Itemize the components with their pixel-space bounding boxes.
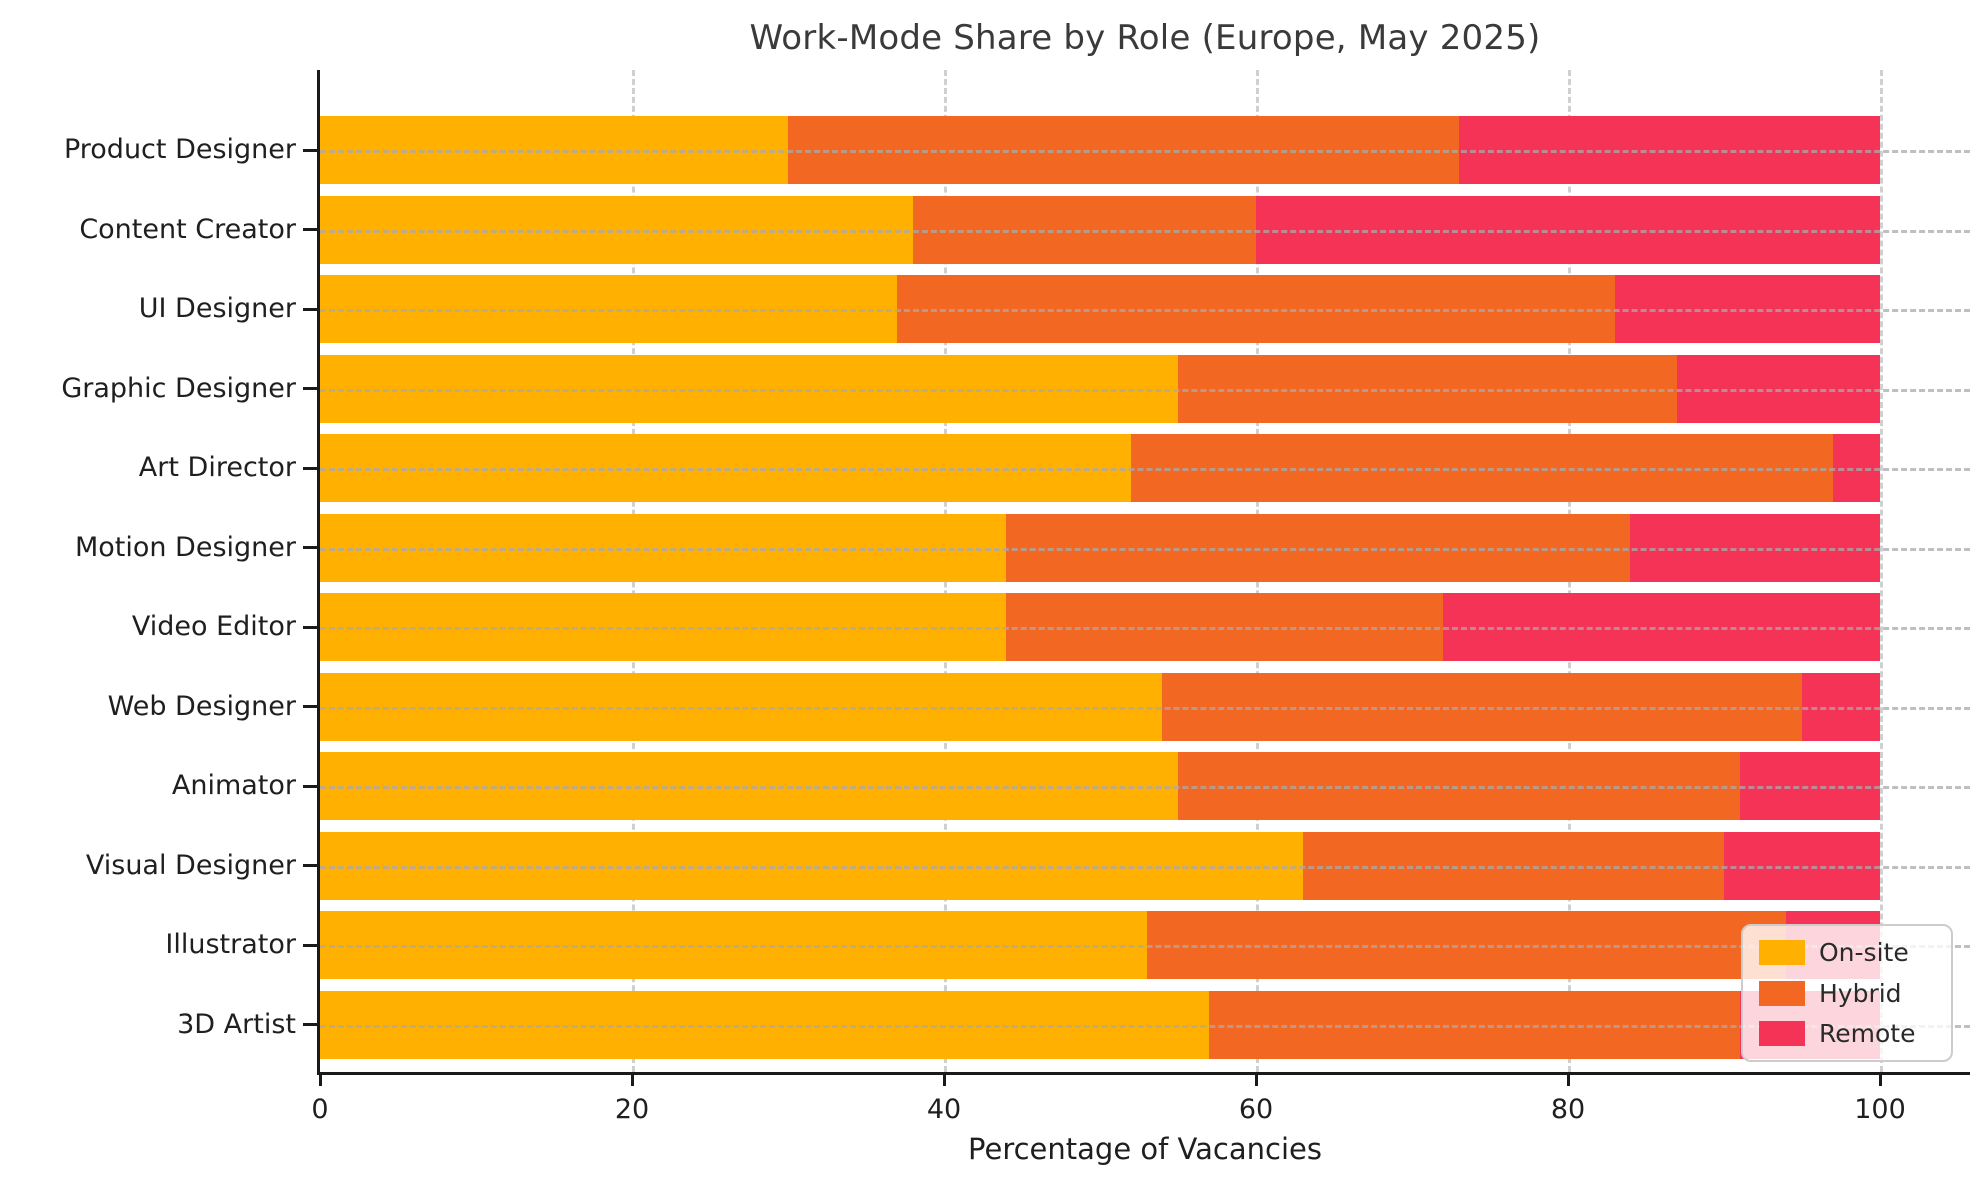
- legend-entry-hybrid: Hybrid: [1759, 979, 1935, 1008]
- y-gridline: [320, 627, 1970, 630]
- y-tick-mark: [303, 705, 317, 708]
- y-tick-label: Illustrator: [165, 929, 296, 960]
- y-gridline: [320, 229, 1970, 233]
- x-tick-mark-20: [630, 1072, 634, 1086]
- x-tick-label-40: 40: [926, 1094, 962, 1125]
- y-tick-label: Art Director: [138, 452, 296, 483]
- y-gridline: [320, 786, 1970, 789]
- legend-label: Hybrid: [1819, 978, 1902, 1008]
- legend-label: On-site: [1819, 938, 1909, 967]
- legend-swatch-icon: [1759, 980, 1805, 1006]
- y-tick-label: Product Designer: [63, 134, 296, 165]
- y-tick-mark: [303, 387, 317, 390]
- x-tick-label-60: 60: [1238, 1094, 1274, 1125]
- y-tick-mark: [303, 466, 317, 470]
- y-gridline: [320, 150, 1970, 153]
- x-tick-mark-80: [1566, 1072, 1570, 1086]
- y-tick-mark: [303, 943, 317, 947]
- x-tick-label-100: 100: [1854, 1094, 1906, 1125]
- x-axis-spine: [317, 1072, 1970, 1075]
- y-tick-label: Animator: [171, 770, 296, 801]
- x-tick-mark-0: [318, 1072, 322, 1086]
- y-tick-label: Visual Designer: [85, 849, 296, 881]
- legend-entry-remote: Remote: [1759, 1019, 1935, 1048]
- x-tick-label-20: 20: [614, 1094, 650, 1125]
- x-gridline-100: [1880, 70, 1883, 1072]
- legend-entry-on-site: On-site: [1759, 938, 1935, 967]
- x-tick-mark-60: [1254, 1072, 1258, 1086]
- x-axis-label: Percentage of Vacancies: [968, 1132, 1322, 1166]
- y-tick-mark: [303, 1023, 317, 1026]
- y-gridline: [320, 547, 1970, 551]
- y-tick-label: Content Creator: [79, 213, 296, 245]
- y-tick-label: UI Designer: [138, 293, 296, 324]
- y-tick-label: Web Designer: [107, 690, 296, 722]
- y-tick-mark: [303, 784, 317, 788]
- y-tick-label: 3D Artist: [177, 1008, 296, 1040]
- y-tick-label: Video Editor: [131, 611, 296, 642]
- legend: On-site Hybrid Remote: [1741, 924, 1953, 1062]
- legend-label: Remote: [1819, 1019, 1916, 1048]
- x-tick-label-0: 0: [311, 1094, 329, 1125]
- y-gridline: [320, 1024, 1970, 1028]
- y-tick-mark: [303, 625, 317, 629]
- legend-swatch-icon: [1759, 1021, 1805, 1046]
- y-tick-label: Graphic Designer: [61, 372, 296, 404]
- legend-swatch-icon: [1759, 940, 1805, 965]
- y-tick-mark: [303, 864, 317, 867]
- x-tick-mark-40: [942, 1072, 946, 1086]
- y-axis-spine: [317, 70, 320, 1075]
- y-gridline: [320, 945, 1970, 948]
- y-tick-mark: [303, 307, 317, 311]
- y-gridline: [320, 309, 1970, 312]
- x-tick-mark-100: [1878, 1072, 1882, 1086]
- plot-area: [317, 70, 1970, 1075]
- y-tick-label: Motion Designer: [74, 531, 296, 563]
- y-tick-mark: [303, 148, 317, 152]
- y-gridline: [320, 468, 1970, 471]
- y-gridline: [320, 865, 1970, 869]
- y-tick-mark: [303, 228, 317, 231]
- y-tick-mark: [303, 546, 317, 549]
- x-tick-label-80: 80: [1550, 1094, 1586, 1125]
- y-gridline: [320, 388, 1970, 392]
- chart-title: Work-Mode Share by Role (Europe, May 202…: [749, 18, 1541, 58]
- y-gridline: [320, 706, 1970, 710]
